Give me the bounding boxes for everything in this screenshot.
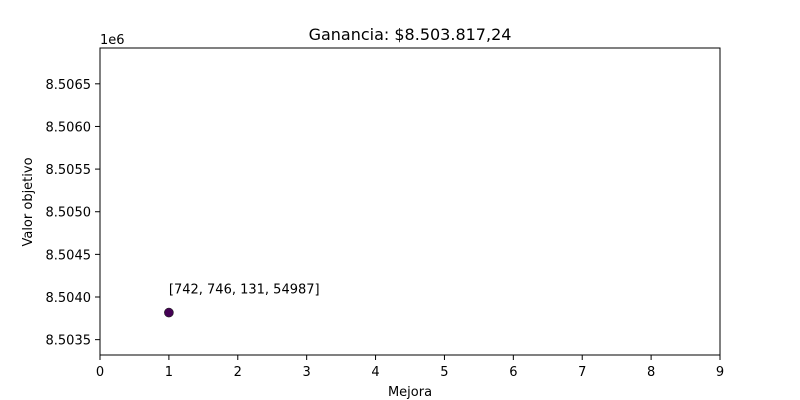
x-tick-label: 7 bbox=[578, 365, 586, 380]
x-tick-label: 4 bbox=[371, 365, 379, 380]
x-tick-label: 1 bbox=[165, 365, 173, 380]
x-tick-label: 0 bbox=[96, 365, 104, 380]
chart-title: Ganancia: $8.503.817,24 bbox=[309, 25, 512, 44]
y-tick-label: 8.5045 bbox=[46, 248, 92, 263]
x-tick-label: 5 bbox=[440, 365, 448, 380]
plot-area-frame bbox=[99, 47, 721, 356]
data-point bbox=[164, 307, 174, 318]
x-axis: 0 1 2 3 4 5 6 7 8 9 bbox=[96, 355, 724, 380]
y-axis-label: Valor objetivo bbox=[21, 157, 36, 246]
data-points: [742, 746, 131, 54987] bbox=[164, 283, 320, 318]
point-annotation: [742, 746, 131, 54987] bbox=[169, 283, 320, 298]
y-axis: 8.5035 8.5040 8.5045 8.5050 8.5055 8.5060 8.50… bbox=[46, 78, 100, 349]
y-tick-label: 8.5035 bbox=[46, 334, 92, 349]
y-tick-label: 8.5060 bbox=[46, 120, 92, 135]
x-tick-label: 2 bbox=[234, 365, 242, 380]
x-tick-label: 9 bbox=[716, 365, 724, 380]
x-tick-label: 3 bbox=[303, 365, 311, 380]
x-axis-label: Mejora bbox=[388, 385, 432, 400]
y-tick-label: 8.5055 bbox=[46, 163, 92, 178]
x-tick-label: 6 bbox=[509, 365, 517, 380]
x-tick-label: 8 bbox=[647, 365, 655, 380]
y-axis-offset-label: 1e6 bbox=[100, 33, 125, 48]
y-tick-label: 8.5065 bbox=[46, 78, 92, 93]
y-tick-label: 8.5040 bbox=[46, 291, 92, 306]
y-tick-label: 8.5050 bbox=[46, 206, 92, 221]
